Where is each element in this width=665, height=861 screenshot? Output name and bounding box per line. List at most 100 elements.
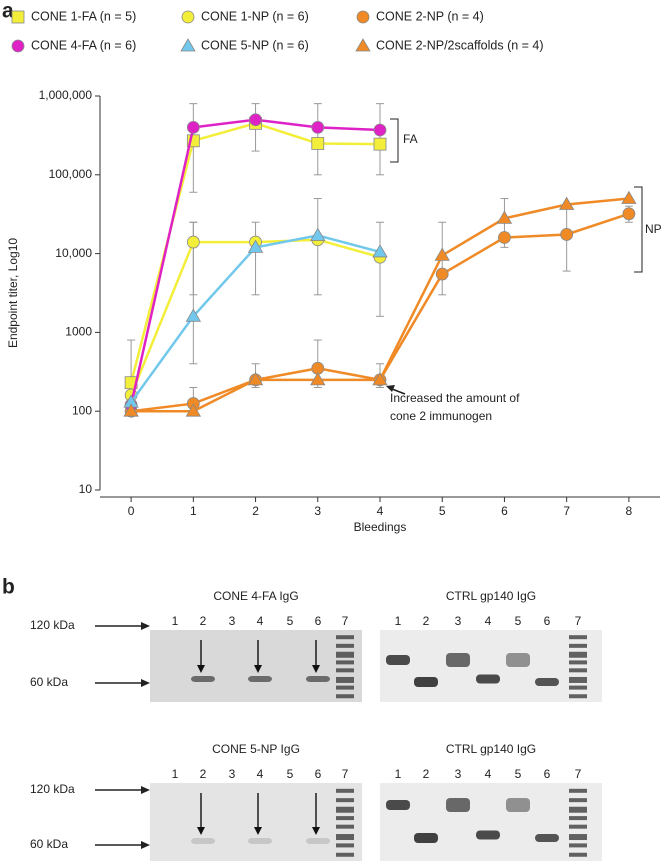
lane-label: 4 <box>257 767 264 781</box>
ladder-band <box>569 806 587 813</box>
ladder-band <box>569 694 587 699</box>
legend-label: CONE 2-NP (n = 4) <box>376 9 484 23</box>
ladder-band <box>569 788 587 793</box>
y-tick-label: 100 <box>72 403 92 417</box>
arrowhead <box>141 786 150 794</box>
ladder-band <box>336 824 354 829</box>
lane-label: 1 <box>172 767 179 781</box>
annotation: Increased the amount of <box>390 391 520 405</box>
lane-label: 2 <box>423 614 430 628</box>
ladder-band <box>336 635 354 640</box>
marker <box>560 228 574 241</box>
ladder-band <box>569 798 587 803</box>
marker <box>310 227 326 241</box>
x-tick-label: 2 <box>252 504 259 518</box>
lane-label: 6 <box>315 614 322 628</box>
marker <box>372 372 388 386</box>
lane-label: 1 <box>395 767 402 781</box>
band <box>446 653 470 667</box>
ladder-band <box>569 852 587 857</box>
band <box>506 798 530 812</box>
band <box>535 678 559 686</box>
marker <box>186 120 200 134</box>
lane-label: 5 <box>515 614 522 628</box>
ladder-band <box>569 668 587 673</box>
band <box>476 674 500 684</box>
legend-marker <box>356 10 370 24</box>
blot-image <box>380 783 602 861</box>
band <box>506 653 530 667</box>
band <box>248 676 272 682</box>
ladder-band <box>569 685 587 690</box>
marker <box>434 247 450 261</box>
lane-label: 5 <box>287 767 294 781</box>
band <box>191 838 215 844</box>
legend-label: CONE 2-NP/2scaffolds (n = 4) <box>376 38 544 52</box>
ladder-band <box>336 843 354 848</box>
marker <box>498 231 511 244</box>
legend-marker <box>355 38 371 52</box>
ladder-band <box>336 788 354 793</box>
marker <box>311 137 325 150</box>
arrowhead <box>141 679 150 687</box>
x-tick-label: 5 <box>439 504 446 518</box>
ladder-band <box>569 843 587 848</box>
y-tick-label: 10,000 <box>55 246 92 260</box>
lane-label: 3 <box>455 767 462 781</box>
lane-label: 7 <box>575 614 582 628</box>
ladder-band <box>336 694 354 699</box>
ladder-band <box>336 668 354 673</box>
lane-label: 4 <box>257 614 264 628</box>
x-tick-label: 7 <box>563 504 570 518</box>
x-tick-label: 1 <box>190 504 197 518</box>
blot-image <box>380 630 602 702</box>
lane-label: 2 <box>200 614 207 628</box>
y-tick-label: 1,000,000 <box>39 88 93 102</box>
ladder-band <box>569 824 587 829</box>
legend-marker <box>180 38 196 52</box>
arrowhead <box>386 385 395 392</box>
lane-label: 6 <box>544 767 551 781</box>
blot-title: CTRL gp140 IgG <box>446 742 536 756</box>
marker <box>247 372 264 386</box>
marker <box>249 113 262 127</box>
ladder-band <box>336 651 354 658</box>
band <box>191 676 215 682</box>
y-axis-label: Endpoint titer, Log10 <box>6 238 20 348</box>
band <box>386 800 410 810</box>
annotation: cone 2 immunogen <box>390 409 492 423</box>
ladder-band <box>336 806 354 813</box>
lane-label: 7 <box>342 614 349 628</box>
ladder-band <box>336 685 354 690</box>
marker <box>435 267 449 281</box>
marker <box>496 210 513 224</box>
arrowhead <box>197 665 205 673</box>
ladder-band <box>569 834 587 841</box>
blot-image <box>150 783 362 861</box>
marker <box>186 235 200 249</box>
band <box>446 798 470 812</box>
legend-label: CONE 1-FA (n = 5) <box>31 9 136 23</box>
marker <box>373 137 387 151</box>
marker-label: 120 kDa <box>30 618 75 632</box>
lane-label: 3 <box>229 614 236 628</box>
lane-label: 1 <box>172 614 179 628</box>
annotation: FA <box>403 132 418 146</box>
arrowhead <box>312 665 320 673</box>
lane-label: 7 <box>575 767 582 781</box>
lane-label: 2 <box>423 767 430 781</box>
ladder-band <box>569 651 587 658</box>
band <box>306 676 330 682</box>
marker-label: 60 kDa <box>30 837 68 851</box>
ladder-band <box>336 816 354 821</box>
marker <box>185 308 202 322</box>
arrowhead <box>254 827 262 835</box>
lane-label: 5 <box>287 614 294 628</box>
blot-title: CONE 5-NP IgG <box>212 742 300 756</box>
arrowhead <box>197 827 205 835</box>
marker <box>123 403 139 417</box>
ladder-band <box>336 676 354 683</box>
y-tick-label: 100,000 <box>49 167 93 181</box>
legend-marker <box>11 39 25 53</box>
